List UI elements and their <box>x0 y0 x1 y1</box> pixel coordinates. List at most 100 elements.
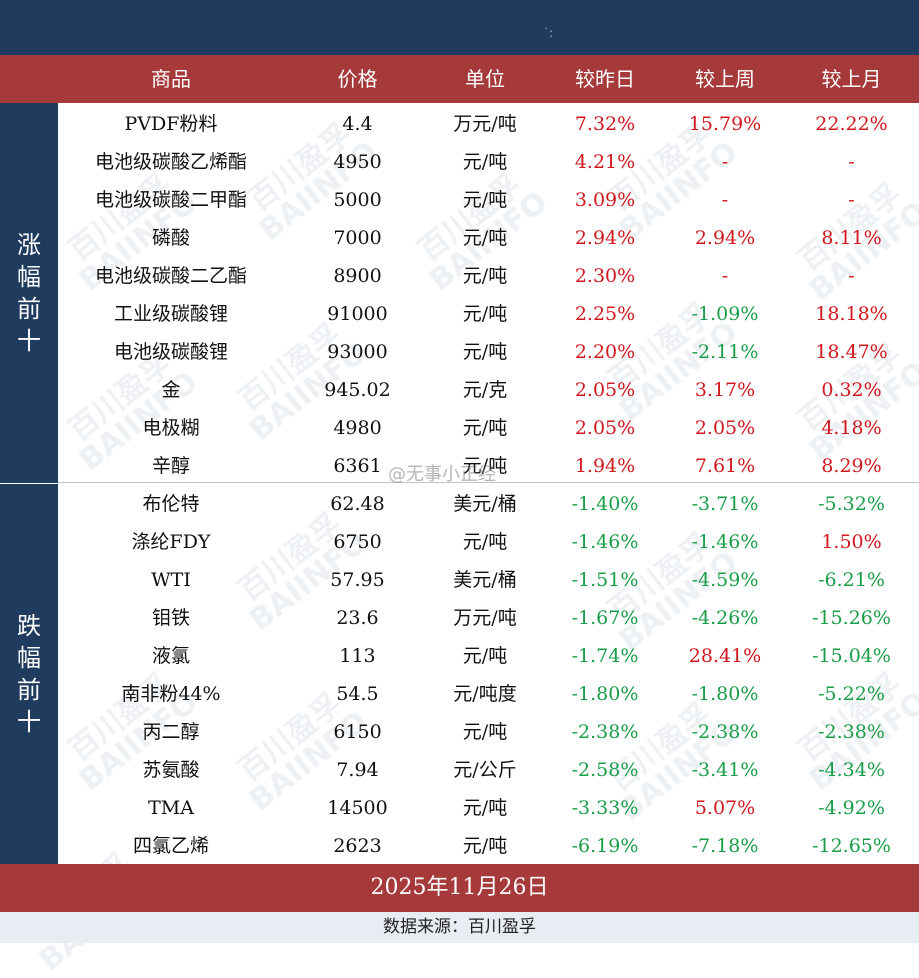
cell-day-change: 2.25% <box>574 303 636 325</box>
cell-month-change: - <box>848 189 855 211</box>
cell-week-change: 2.05% <box>694 417 756 439</box>
cell-name: 丙二醇 <box>142 721 200 743</box>
cell-week-change: - <box>721 189 729 211</box>
data-source: 数据来源：百川盈孚 <box>0 912 919 943</box>
cell-price: 91000 <box>327 303 388 325</box>
cell-week-change: -4.59% <box>691 569 759 591</box>
banner-mark: ˙: <box>543 26 554 40</box>
cell-name: 电池级碳酸乙烯酯 <box>94 151 247 173</box>
cell-month-change: -2.38% <box>818 721 885 743</box>
cell-price: 2623 <box>333 835 382 857</box>
side-char: 十 <box>17 327 41 355</box>
header-vs-last-month: 较上月 <box>821 67 882 91</box>
side-char: 幅 <box>17 644 41 672</box>
cell-name: 钼铁 <box>151 607 190 629</box>
cell-price: 7.94 <box>336 759 379 781</box>
cell-month-change: 4.18% <box>821 417 882 439</box>
table-row: 液氯 113 元/吨 -1.74% 28.41% -15.04% <box>58 637 919 675</box>
side-label-top-gainers: 涨 幅 前 十 <box>0 103 58 483</box>
cell-unit: 元/吨 <box>462 189 508 211</box>
cell-month-change: 8.29% <box>821 455 882 477</box>
cell-price: 62.48 <box>330 493 385 515</box>
cell-day-change: 4.21% <box>574 151 636 173</box>
cell-unit: 万元/吨 <box>453 113 517 135</box>
cell-week-change: -2.38% <box>691 721 759 743</box>
cell-price: 14500 <box>327 797 388 819</box>
cell-month-change: 18.18% <box>815 303 888 325</box>
cell-day-change: -2.58% <box>571 759 639 781</box>
cell-price: 945.02 <box>324 379 391 401</box>
table-row: 电池级碳酸二甲酯 5000 元/吨 3.09% - - <box>58 181 919 219</box>
cell-week-change: 15.79% <box>688 113 762 135</box>
cell-month-change: - <box>848 151 855 173</box>
cell-day-change: 1.94% <box>574 455 636 477</box>
cell-day-change: -1.67% <box>571 607 639 629</box>
header-vs-yesterday: 较昨日 <box>575 67 635 91</box>
side-char: 幅 <box>17 263 41 291</box>
header-price: 价格 <box>337 67 378 91</box>
cell-week-change: - <box>721 265 729 287</box>
top-banner: ˙: <box>0 0 919 55</box>
cell-week-change: -2.11% <box>691 341 759 363</box>
cell-price: 6150 <box>333 721 382 743</box>
table-row: 电极糊 4980 元/吨 2.05% 2.05% 4.18% <box>58 409 919 447</box>
cell-unit: 美元/桶 <box>453 569 517 591</box>
cell-day-change: -1.51% <box>571 569 639 591</box>
table-row: 涤纶FDY 6750 元/吨 -1.46% -1.46% 1.50% <box>58 523 919 561</box>
cell-day-change: -3.33% <box>571 797 639 819</box>
gainers-table: PVDF粉料 4.4 万元/吨 7.32% 15.79% 22.22% 电池级碳酸乙烯酯 4… <box>58 105 919 485</box>
cell-unit: 元/吨 <box>462 303 508 325</box>
cell-unit: 美元/桶 <box>453 493 517 515</box>
side-char: 十 <box>17 708 41 736</box>
table-row: 磷酸 7000 元/吨 2.94% 2.94% 8.11% <box>58 219 919 257</box>
cell-price: 93000 <box>327 341 388 363</box>
cell-unit: 元/吨 <box>462 797 508 819</box>
cell-month-change: 18.47% <box>815 341 888 363</box>
cell-unit: 元/公斤 <box>453 759 517 781</box>
cell-unit: 万元/吨 <box>453 607 517 629</box>
cell-month-change: -5.32% <box>818 493 885 515</box>
side-char: 涨 <box>17 231 41 259</box>
report-date: 2025年11月26日 <box>0 864 919 912</box>
cell-week-change: -1.09% <box>691 303 759 325</box>
cell-name: 苏氨酸 <box>142 759 200 781</box>
cell-price: 57.95 <box>330 569 385 591</box>
cell-price: 113 <box>339 645 376 667</box>
cell-name: 液氯 <box>151 645 190 667</box>
cell-price: 8900 <box>333 265 382 287</box>
side-char: 前 <box>17 676 41 704</box>
cell-name: 磷酸 <box>151 227 190 249</box>
cell-week-change: -7.18% <box>691 835 759 857</box>
cell-day-change: -1.46% <box>571 531 639 553</box>
cell-day-change: 2.05% <box>574 379 636 401</box>
section-divider <box>58 482 919 483</box>
cell-unit: 元/吨 <box>462 265 508 287</box>
header-unit: 单位 <box>465 67 505 91</box>
cell-unit: 元/吨 <box>462 455 508 477</box>
cell-name: WTI <box>151 569 191 591</box>
side-char: 跌 <box>17 612 41 640</box>
table-row: TMA 14500 元/吨 -3.33% 5.07% -4.92% <box>58 789 919 827</box>
cell-unit: 元/吨度 <box>453 683 517 705</box>
cell-month-change: -15.26% <box>812 607 891 629</box>
table-row: 工业级碳酸锂 91000 元/吨 2.25% -1.09% 18.18% <box>58 295 919 333</box>
cell-name: 电池级碳酸锂 <box>113 341 228 363</box>
cell-unit: 元/吨 <box>462 835 508 857</box>
cell-week-change: -1.80% <box>691 683 759 705</box>
cell-name: PVDF粉料 <box>124 113 218 135</box>
table-row: WTI 57.95 美元/桶 -1.51% -4.59% -6.21% <box>58 561 919 599</box>
cell-name: 布伦特 <box>142 493 200 515</box>
cell-unit: 元/吨 <box>462 645 508 667</box>
cell-week-change: -1.46% <box>691 531 759 553</box>
cell-month-change: 22.22% <box>815 113 888 135</box>
cell-name: 工业级碳酸锂 <box>113 303 228 325</box>
cell-week-change: 7.61% <box>694 455 756 477</box>
table-row: 电池级碳酸乙烯酯 4950 元/吨 4.21% - - <box>58 143 919 181</box>
cell-week-change: 2.94% <box>694 227 756 249</box>
cell-day-change: 3.09% <box>574 189 636 211</box>
cell-month-change: -6.21% <box>818 569 885 591</box>
cell-month-change: -15.04% <box>812 645 891 667</box>
cell-month-change: 0.32% <box>821 379 882 401</box>
cell-price: 5000 <box>333 189 382 211</box>
cell-month-change: -5.22% <box>818 683 885 705</box>
